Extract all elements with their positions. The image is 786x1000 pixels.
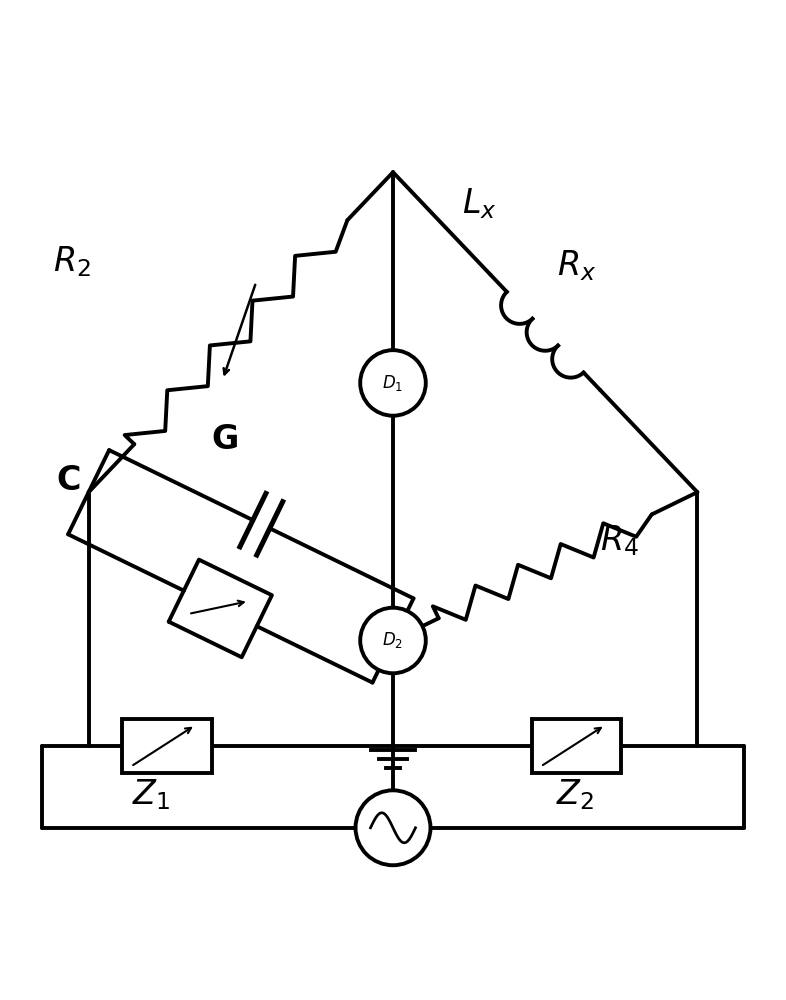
Text: G: G (211, 423, 239, 456)
Circle shape (360, 608, 426, 673)
Text: $D_1$: $D_1$ (383, 373, 403, 393)
Circle shape (360, 350, 426, 416)
Bar (122, 719, 211, 773)
Bar (531, 719, 621, 773)
Text: C: C (57, 464, 82, 497)
Circle shape (355, 790, 431, 865)
Text: $D_2$: $D_2$ (383, 630, 403, 650)
Text: $R_4$: $R_4$ (600, 523, 639, 558)
Text: $R_2$: $R_2$ (53, 245, 90, 279)
Text: $R_x$: $R_x$ (556, 249, 596, 283)
Text: $Z_2$: $Z_2$ (556, 778, 594, 812)
Text: $L_x$: $L_x$ (461, 186, 496, 221)
Text: $Z_1$: $Z_1$ (132, 778, 171, 812)
